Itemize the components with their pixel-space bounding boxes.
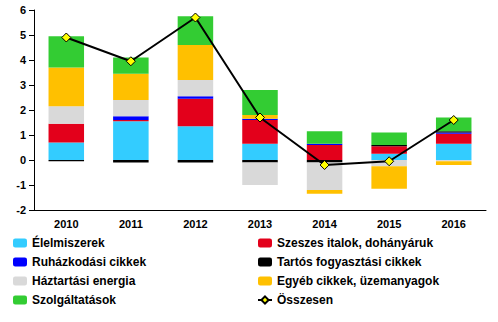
svg-text:-1: -1 — [16, 179, 26, 191]
svg-text:-2: -2 — [16, 204, 26, 216]
svg-text:4: 4 — [20, 54, 27, 66]
svg-text:Háztartási energia: Háztartási energia — [32, 274, 136, 288]
svg-text:2013: 2013 — [248, 218, 272, 230]
svg-text:2015: 2015 — [377, 218, 401, 230]
svg-text:3: 3 — [20, 79, 26, 91]
svg-text:1: 1 — [20, 129, 26, 141]
svg-text:Ruházkodási cikkek: Ruházkodási cikkek — [32, 255, 146, 269]
svg-text:2016: 2016 — [441, 218, 465, 230]
svg-text:6: 6 — [20, 4, 26, 16]
svg-text:Élelmiszerek: Élelmiszerek — [32, 235, 105, 250]
svg-text:5: 5 — [20, 29, 26, 41]
svg-text:2012: 2012 — [183, 218, 207, 230]
svg-text:Összesen: Összesen — [277, 292, 333, 307]
svg-text:2: 2 — [20, 104, 26, 116]
svg-text:2010: 2010 — [54, 218, 78, 230]
svg-text:Tartós fogyasztási cikkek: Tartós fogyasztási cikkek — [277, 255, 422, 269]
svg-text:2014: 2014 — [312, 218, 337, 230]
svg-text:2011: 2011 — [119, 218, 143, 230]
svg-text:Szeszes italok, dohányáruk: Szeszes italok, dohányáruk — [277, 236, 433, 250]
svg-text:Szolgáltatások: Szolgáltatások — [32, 293, 116, 307]
svg-text:0: 0 — [20, 154, 26, 166]
svg-text:Egyéb cikkek, üzemanyagok: Egyéb cikkek, üzemanyagok — [277, 274, 439, 288]
